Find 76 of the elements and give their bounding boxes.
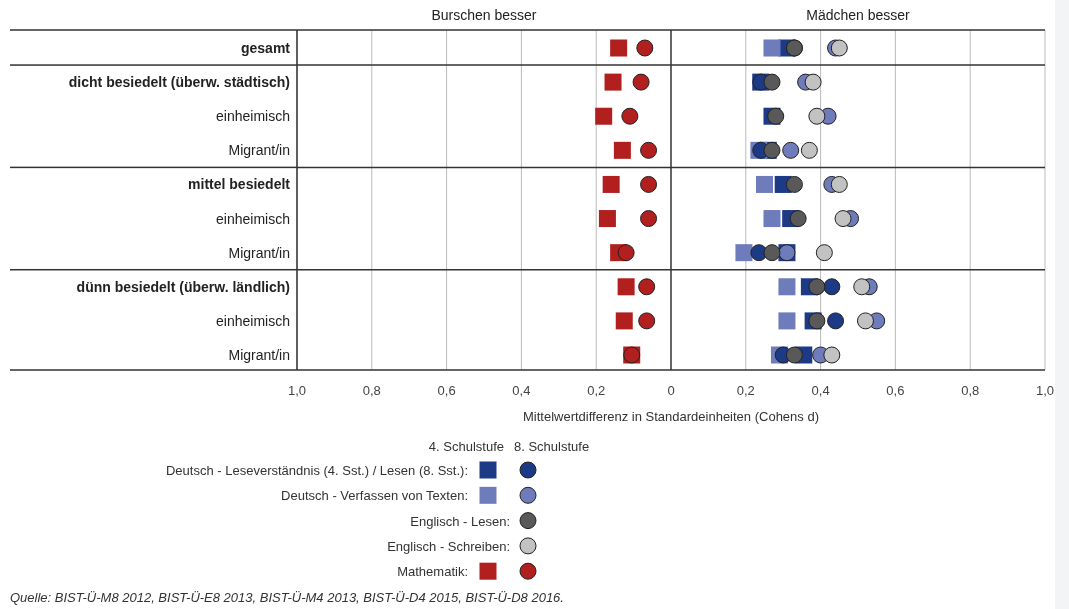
source-note: Quelle: BIST-Ü-M8 2012, BIST-Ü-E8 2013, BIST-Ü-M4 2013, BIST-Ü-D4 2015, BIST-Ü-D8 2016. [10, 590, 564, 605]
point [785, 175, 803, 193]
y-tick-label: einheimisch [216, 312, 290, 329]
point [636, 39, 654, 57]
point [853, 278, 871, 296]
y-tick-label: mittel besiedelt [188, 176, 291, 193]
x-tick-label: 0,8 [362, 383, 381, 398]
point [778, 278, 796, 296]
point [856, 312, 874, 330]
point [602, 175, 620, 193]
legend-label: Mathematik: [397, 564, 468, 580]
point [763, 73, 781, 91]
point [834, 210, 852, 228]
y-tick-label: einheimisch [216, 108, 290, 125]
y-tick-label: Migrant/in [228, 347, 290, 363]
text: 8. Schulstufe [514, 439, 590, 454]
x-tick-label: 0,2 [736, 383, 755, 398]
y-tick-label: dicht besiedelt (überw. städtisch) [68, 74, 290, 91]
point [640, 175, 658, 193]
point [604, 73, 622, 91]
point [632, 73, 650, 91]
x-tick-label: 0,8 [961, 383, 980, 398]
point [808, 107, 826, 125]
point [782, 141, 800, 159]
point [815, 244, 833, 262]
point [830, 175, 848, 193]
point [621, 107, 639, 125]
point [610, 39, 628, 57]
point [763, 244, 781, 262]
x-tick-label: 0,4 [811, 383, 830, 398]
point [789, 210, 807, 228]
x-tick-label: 1,0 [287, 383, 307, 398]
point [598, 210, 616, 228]
x-tick-label: 0,6 [886, 383, 905, 398]
point [640, 210, 658, 228]
text: 4. Schulstufe [428, 439, 504, 454]
x-tick-label: 1,0 [1035, 383, 1055, 398]
y-tick-label: dünn besiedelt (überw. ländlich) [76, 278, 290, 295]
point [823, 346, 841, 364]
point [778, 312, 796, 330]
x-tick-label: 0,2 [587, 383, 606, 398]
text: Mädchen besser [806, 7, 911, 23]
point [808, 312, 826, 330]
point [823, 278, 841, 296]
x-tick-label: 0,4 [512, 383, 531, 398]
point [763, 210, 781, 228]
point [804, 73, 822, 91]
y-tick-label: gesamt [240, 40, 291, 56]
point [735, 244, 753, 262]
point [638, 312, 656, 330]
point [763, 141, 781, 159]
legend-label: Deutsch - Leseverständnis (4. Sst.) / Lesen (8. Sst.): [165, 463, 468, 478]
point [613, 141, 631, 159]
x-tick-label: 0,6 [437, 383, 456, 398]
point [595, 107, 613, 125]
point [615, 312, 633, 330]
legend-label: Deutsch - Verfassen von Texten: [281, 488, 468, 504]
point [756, 175, 773, 193]
legend-label: Englisch - Schreiben: [387, 538, 510, 554]
point [808, 278, 826, 296]
y-tick-label: Migrant/in [228, 142, 290, 159]
point [640, 141, 658, 159]
point [767, 107, 785, 125]
y-tick-label: Migrant/in [228, 244, 290, 261]
x-tick-label: 0 [667, 383, 675, 398]
text: Burschen besser [431, 7, 537, 23]
point [638, 278, 656, 296]
x-axis-title: Mittelwertdifferenz in Standardeinheiten (Cohens d) [522, 409, 820, 424]
point [827, 312, 845, 330]
point [785, 346, 803, 364]
point [763, 39, 781, 57]
point [800, 141, 818, 159]
y-tick-label: einheimisch [216, 210, 290, 227]
point [617, 278, 635, 296]
point [617, 244, 635, 262]
legend-label: Englisch - Lesen: [410, 513, 510, 529]
